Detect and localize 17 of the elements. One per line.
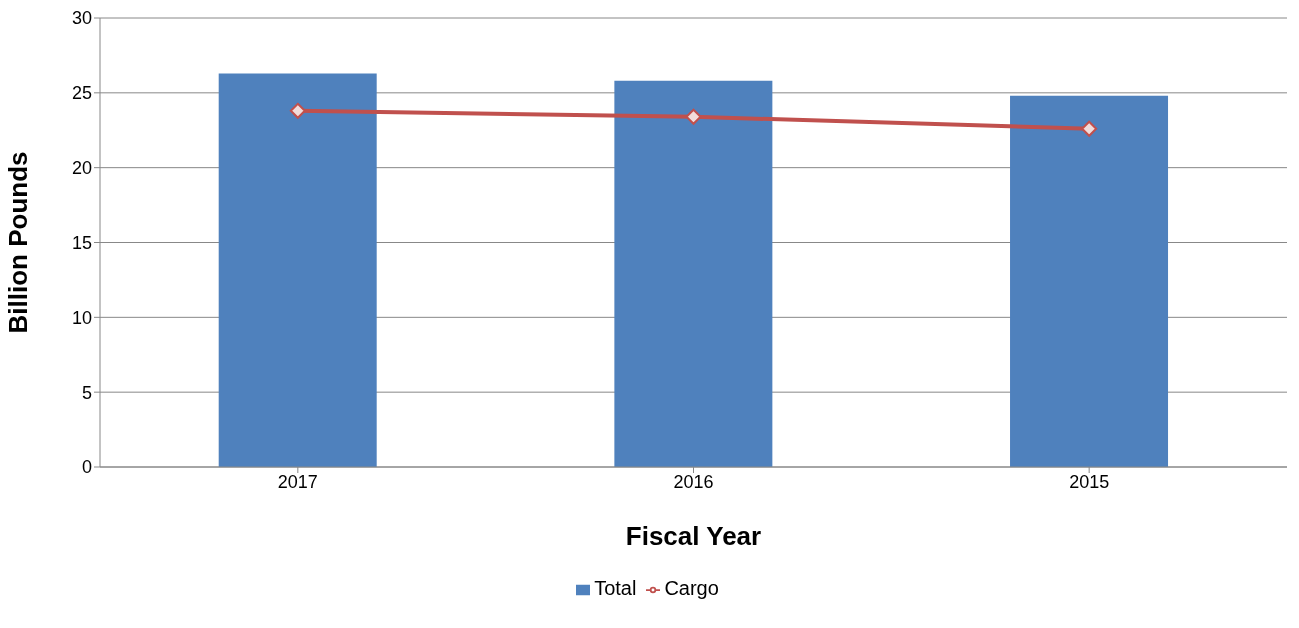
y-tick-label: 20	[71, 158, 92, 179]
y-tick-label: 25	[71, 83, 92, 104]
y-tick-label: 15	[71, 232, 92, 253]
x-tick-label: 2015	[1069, 471, 1110, 492]
x-tick-label: 2017	[277, 471, 318, 492]
y-axis-title: Billion Pounds	[3, 151, 34, 334]
point	[685, 108, 702, 125]
legend-label: Cargo	[664, 577, 719, 599]
point	[289, 102, 306, 119]
x-tick-label: 2016	[673, 471, 714, 492]
y-tick-label: 0	[81, 457, 92, 478]
legend-label: Total	[594, 577, 637, 599]
y-tick-label: 30	[71, 8, 92, 29]
point	[1081, 120, 1098, 137]
y-tick-label: 10	[71, 307, 92, 328]
x-axis-title: Fiscal Year	[625, 521, 762, 552]
y-tick-label: 5	[81, 382, 92, 403]
